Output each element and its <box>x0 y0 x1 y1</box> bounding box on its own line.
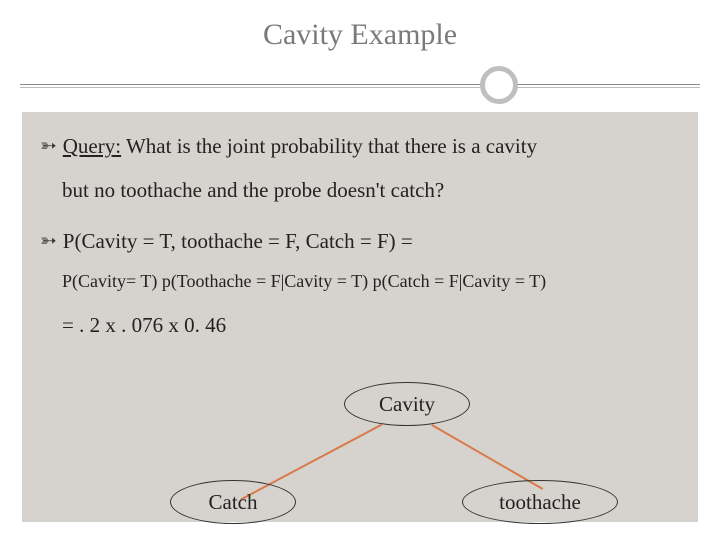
bullet-2-cont-text: P(Cavity= T) p(Toothache = F|Cavity = T)… <box>62 271 546 291</box>
bullet-2-cont: P(Cavity= T) p(Toothache = F|Cavity = T)… <box>22 269 698 293</box>
tree-diagram: Cavity Catch toothache <box>22 382 698 532</box>
node-cavity: Cavity <box>344 382 470 426</box>
bullet-icon: ➳ <box>40 134 57 158</box>
bullet-1: ➳ Query: What is the joint probability t… <box>22 132 698 160</box>
slide-title: Cavity Example <box>0 18 720 52</box>
bullet-2-text: P(Cavity = T, toothache = F, Catch = F) … <box>63 227 413 255</box>
bullet-icon: ➳ <box>40 229 57 253</box>
bullet-2-result: = . 2 x . 076 x 0. 46 <box>22 311 698 339</box>
node-cavity-label: Cavity <box>379 392 435 417</box>
divider-line <box>20 84 700 85</box>
query-label: Query: <box>63 134 121 158</box>
bullet-1-rest: What is the joint probability that there… <box>121 134 537 158</box>
slide: Cavity Example ➳ Query: What is the join… <box>0 0 720 540</box>
title-area: Cavity Example <box>0 0 720 60</box>
content-box: ➳ Query: What is the joint probability t… <box>22 112 698 522</box>
divider-line-2 <box>20 87 700 88</box>
node-catch-label: Catch <box>209 490 258 515</box>
circle-icon <box>480 66 518 104</box>
bullet-1-cont: but no toothache and the probe doesn't c… <box>22 176 698 204</box>
node-catch: Catch <box>170 480 296 524</box>
bullet-2-result-text: = . 2 x . 076 x 0. 46 <box>62 313 226 337</box>
node-toothache: toothache <box>462 480 618 524</box>
node-toothache-label: toothache <box>499 490 581 515</box>
bullet-1-text: Query: What is the joint probability tha… <box>63 132 537 160</box>
title-divider <box>0 66 720 106</box>
bullet-1-cont-text: but no toothache and the probe doesn't c… <box>62 178 444 202</box>
bullet-2: ➳ P(Cavity = T, toothache = F, Catch = F… <box>22 227 698 255</box>
